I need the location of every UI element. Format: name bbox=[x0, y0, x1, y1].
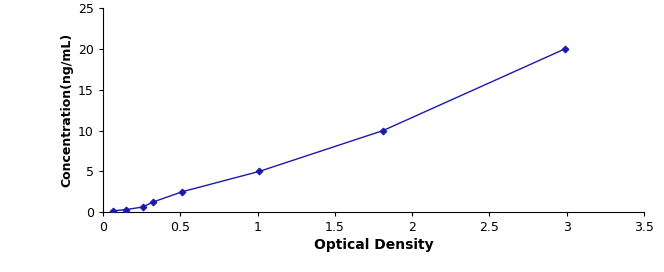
X-axis label: Optical Density: Optical Density bbox=[313, 238, 434, 252]
Y-axis label: Concentration(ng/mL): Concentration(ng/mL) bbox=[61, 33, 74, 187]
